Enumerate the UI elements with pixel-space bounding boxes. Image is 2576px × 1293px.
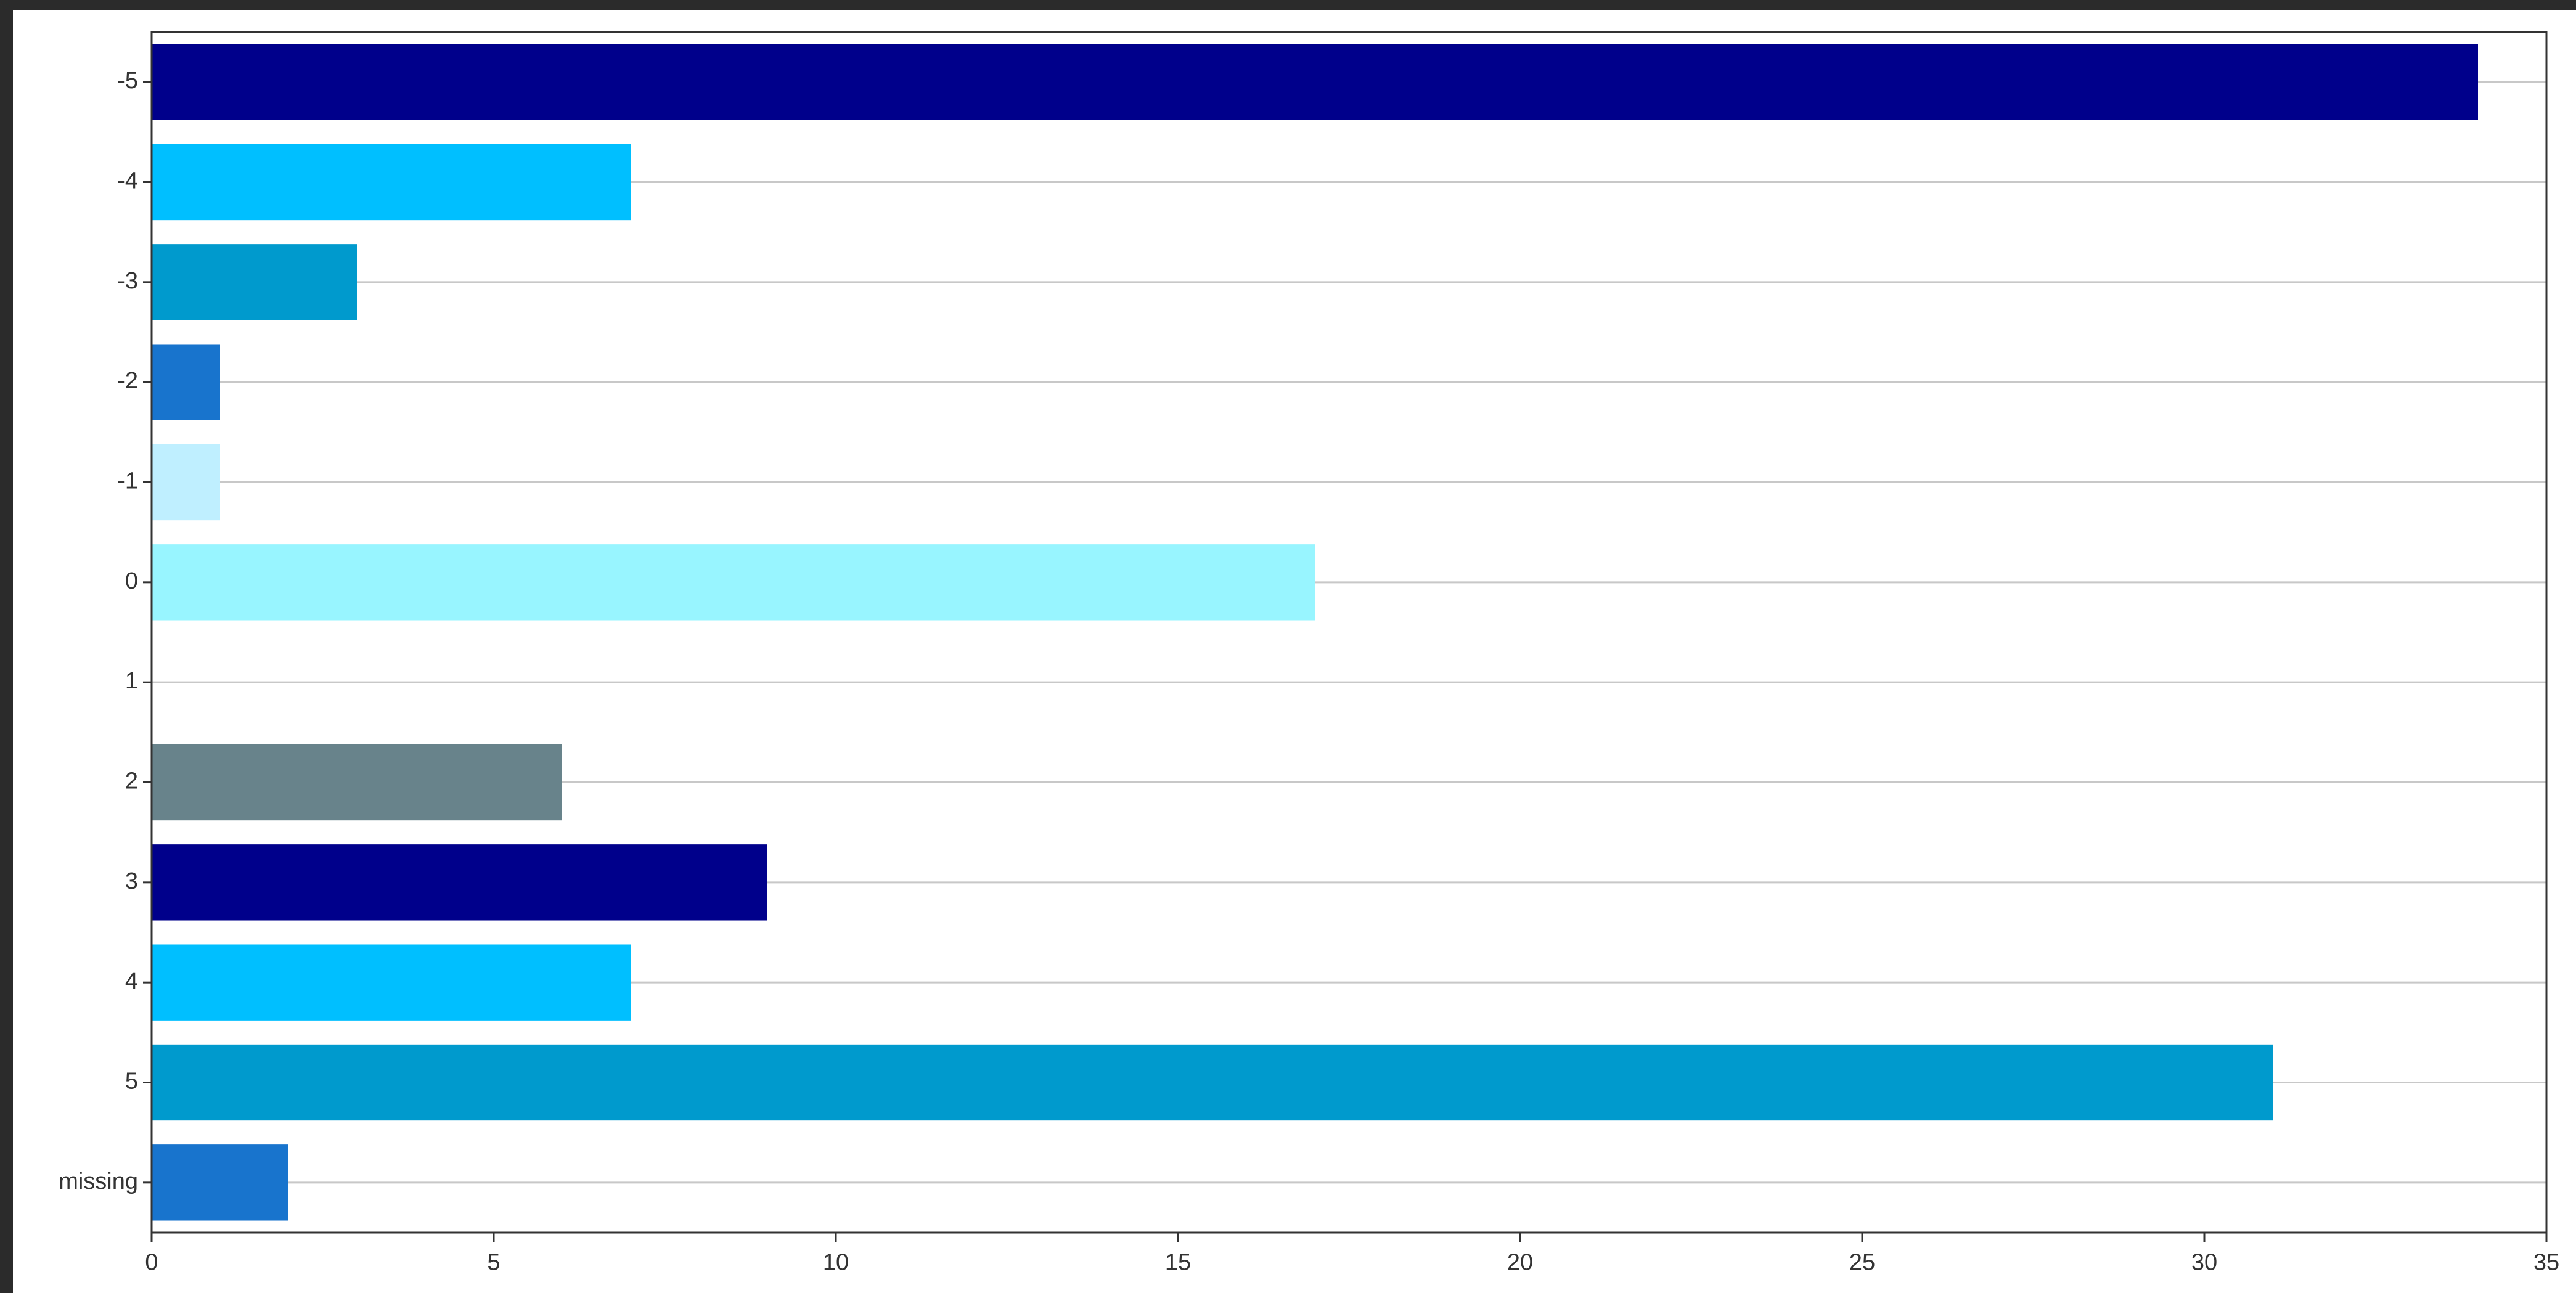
x-tick-label: 20 — [1507, 1249, 1533, 1275]
chart-panel: -5 -4 -3 -2 -1 0 1 2 3 4 5 missing 0 5 10 15 20 25 30 35 — [13, 10, 2576, 1293]
x-tick-label: 25 — [1849, 1249, 1875, 1275]
x-tick-label: 5 — [487, 1249, 500, 1275]
y-tick-label: 3 — [125, 868, 138, 894]
bar — [152, 244, 357, 320]
y-axis: -5 -4 -3 -2 -1 0 1 2 3 4 5 missing — [59, 68, 152, 1194]
x-axis: 0 5 10 15 20 25 30 35 — [145, 1233, 2559, 1275]
bar — [152, 144, 631, 221]
bar — [152, 744, 562, 821]
bar — [152, 444, 220, 521]
bar — [152, 1044, 2273, 1121]
y-tick-label: -4 — [117, 168, 138, 194]
y-tick-label: -3 — [117, 268, 138, 294]
x-tick-label: 30 — [2191, 1249, 2217, 1275]
y-tick-label: 0 — [125, 568, 138, 594]
x-tick-label: 15 — [1165, 1249, 1191, 1275]
y-tick-label: -1 — [117, 468, 138, 494]
y-tick-label: 2 — [125, 769, 138, 794]
y-tick-label: 1 — [125, 668, 138, 694]
plot-area — [152, 32, 2546, 1233]
plot-frame — [150, 31, 2548, 1234]
y-tick-label: 5 — [125, 1069, 138, 1095]
y-tick-label: -2 — [117, 368, 138, 394]
bar-chart: -5 -4 -3 -2 -1 0 1 2 3 4 5 missing 0 5 10 15 20 25 30 35 — [59, 31, 2559, 1275]
x-tick-label: 35 — [2533, 1249, 2559, 1275]
bar — [152, 544, 1315, 621]
y-tick-label: 4 — [125, 968, 138, 994]
bar — [152, 1144, 288, 1221]
bar — [152, 344, 220, 420]
bar — [152, 944, 631, 1021]
x-tick-label: 10 — [823, 1249, 849, 1275]
bar — [152, 44, 2478, 120]
bars — [152, 44, 2478, 1221]
bar — [152, 844, 767, 921]
y-tick-label: -5 — [117, 68, 138, 94]
y-tick-label: missing — [59, 1169, 138, 1194]
x-tick-label: 0 — [145, 1249, 158, 1275]
